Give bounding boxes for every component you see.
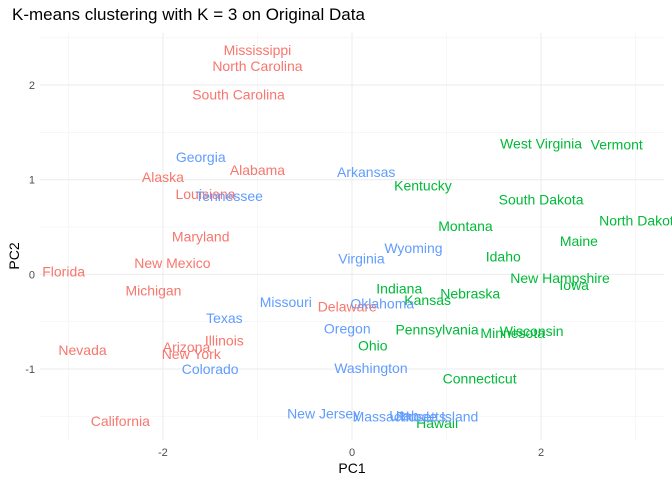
point-label: Virginia (338, 250, 385, 266)
point-label: New York (162, 346, 222, 362)
point-label: Arkansas (337, 164, 395, 180)
point-label: Nevada (58, 342, 106, 358)
x-tick-label: -2 (158, 447, 168, 459)
point-label: Kansas (404, 292, 451, 308)
point-label: South Carolina (192, 87, 285, 103)
y-axis-ticks: -1 0 1 2 (25, 80, 35, 376)
point-label: South Dakota (499, 192, 584, 208)
point-label: Oklahoma (350, 296, 414, 312)
point-label: Oregon (324, 320, 371, 336)
point-label: Arizona (163, 339, 211, 355)
point-label: Idaho (486, 248, 521, 264)
x-axis-title: PC1 (338, 460, 365, 476)
point-label: New Hampshire (510, 270, 610, 286)
y-tick-label: 0 (29, 269, 35, 281)
chart-title: K-means clustering with K = 3 on Origina… (12, 5, 365, 24)
point-label: Louisiana (175, 186, 235, 202)
point-label: Missouri (260, 294, 312, 310)
point-label: Montana (438, 218, 493, 234)
x-axis-ticks: -2 0 2 (158, 447, 544, 459)
point-label: Washington (334, 360, 407, 376)
point-label: Nebraska (440, 285, 500, 301)
point-label: Vermont (591, 137, 643, 153)
point-label: North Carolina (212, 58, 302, 74)
point-label: Connecticut (443, 370, 517, 386)
point-label: Florida (42, 264, 85, 280)
point-label: Tennessee (195, 188, 263, 204)
point-label: New Jersey (287, 405, 360, 421)
point-label: Texas (206, 310, 243, 326)
point-label: Rhode Island (396, 408, 479, 424)
point-label: Minnesota (480, 325, 545, 341)
point-label: Indiana (376, 281, 422, 297)
y-tick-label: -1 (25, 364, 35, 376)
point-label: Illinois (205, 333, 244, 349)
point-label: Wyoming (384, 240, 442, 256)
point-label: Maryland (172, 229, 230, 245)
point-label: Michigan (125, 282, 181, 298)
point-label: Colorado (182, 361, 239, 377)
point-label: Alaska (142, 169, 184, 185)
point-label: Iowa (559, 277, 589, 293)
point-label: Pennsylvania (395, 321, 478, 337)
point-label: Kentucky (394, 177, 452, 193)
point-label: North Dakota (599, 212, 672, 228)
grid-lines (40, 33, 664, 440)
point-label: Mississippi (224, 42, 292, 58)
y-axis-title: PC2 (6, 242, 22, 269)
point-label: Utah (389, 407, 419, 423)
point-label: Maine (560, 233, 598, 249)
point-label: Delaware (318, 299, 377, 315)
point-label: Alabama (230, 162, 285, 178)
point-label: Wisconsin (500, 323, 564, 339)
point-label: Georgia (176, 149, 226, 165)
point-label: Hawaii (416, 415, 458, 431)
point-label: West Virginia (500, 136, 582, 152)
point-label: Massachusetts (353, 408, 446, 424)
point-label: New Mexico (134, 255, 210, 271)
point-label: California (91, 413, 150, 429)
x-tick-label: 0 (349, 447, 355, 459)
y-tick-label: 2 (29, 80, 35, 92)
x-tick-label: 2 (538, 447, 544, 459)
point-label: Ohio (358, 337, 388, 353)
y-tick-label: 1 (29, 175, 35, 187)
